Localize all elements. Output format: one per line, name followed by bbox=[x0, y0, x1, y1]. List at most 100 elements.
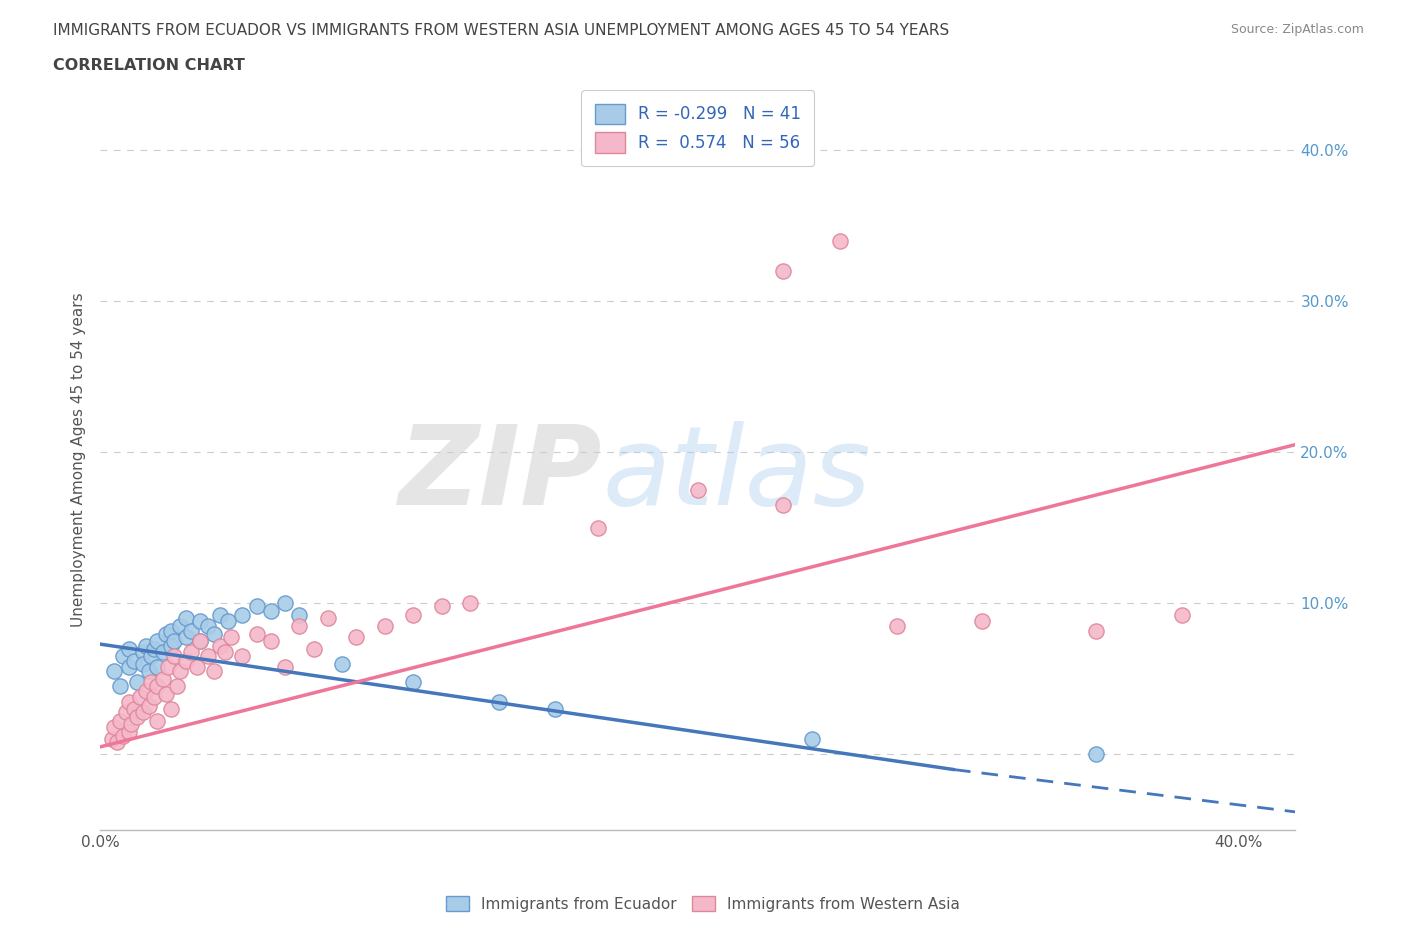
Point bbox=[166, 679, 188, 694]
Point bbox=[402, 674, 425, 689]
Point bbox=[246, 599, 269, 614]
Point bbox=[488, 694, 510, 709]
Point bbox=[160, 623, 183, 638]
Point bbox=[886, 618, 908, 633]
Point bbox=[160, 638, 183, 653]
Point bbox=[117, 659, 139, 674]
Point bbox=[105, 735, 128, 750]
Point bbox=[1085, 623, 1108, 638]
Point bbox=[138, 698, 160, 713]
Point bbox=[169, 664, 191, 679]
Point bbox=[127, 710, 149, 724]
Point bbox=[146, 633, 169, 648]
Point bbox=[772, 263, 794, 278]
Point bbox=[157, 659, 180, 674]
Point bbox=[458, 596, 481, 611]
Point bbox=[155, 626, 177, 641]
Point bbox=[146, 713, 169, 728]
Point bbox=[129, 689, 152, 704]
Point bbox=[120, 717, 142, 732]
Point bbox=[217, 614, 239, 629]
Point bbox=[124, 701, 146, 716]
Point bbox=[1085, 747, 1108, 762]
Point bbox=[274, 659, 297, 674]
Point bbox=[219, 629, 242, 644]
Point bbox=[163, 649, 186, 664]
Point bbox=[135, 638, 157, 653]
Point bbox=[100, 732, 122, 747]
Text: CORRELATION CHART: CORRELATION CHART bbox=[53, 58, 245, 73]
Point bbox=[124, 653, 146, 668]
Point bbox=[103, 664, 125, 679]
Point bbox=[127, 674, 149, 689]
Point bbox=[231, 649, 253, 664]
Point bbox=[186, 659, 208, 674]
Point bbox=[138, 664, 160, 679]
Point bbox=[152, 671, 174, 686]
Text: ZIP: ZIP bbox=[399, 421, 602, 528]
Point bbox=[972, 614, 994, 629]
Text: IMMIGRANTS FROM ECUADOR VS IMMIGRANTS FROM WESTERN ASIA UNEMPLOYMENT AMONG AGES : IMMIGRANTS FROM ECUADOR VS IMMIGRANTS FR… bbox=[53, 23, 949, 38]
Point bbox=[152, 644, 174, 659]
Point bbox=[108, 713, 131, 728]
Point bbox=[160, 701, 183, 716]
Point bbox=[1170, 608, 1192, 623]
Point bbox=[260, 604, 283, 618]
Point bbox=[108, 679, 131, 694]
Point bbox=[103, 720, 125, 735]
Point bbox=[302, 641, 325, 656]
Point bbox=[188, 633, 211, 648]
Point bbox=[174, 629, 197, 644]
Point bbox=[143, 641, 166, 656]
Point bbox=[430, 599, 453, 614]
Point bbox=[202, 664, 225, 679]
Point bbox=[188, 633, 211, 648]
Point bbox=[132, 705, 155, 720]
Point bbox=[180, 623, 202, 638]
Point bbox=[830, 233, 852, 248]
Point bbox=[208, 638, 231, 653]
Point bbox=[330, 657, 353, 671]
Text: Source: ZipAtlas.com: Source: ZipAtlas.com bbox=[1230, 23, 1364, 36]
Point bbox=[800, 732, 823, 747]
Point bbox=[141, 674, 163, 689]
Point bbox=[197, 618, 219, 633]
Point bbox=[246, 626, 269, 641]
Point bbox=[260, 633, 283, 648]
Point bbox=[146, 679, 169, 694]
Point bbox=[141, 649, 163, 664]
Point bbox=[174, 611, 197, 626]
Point bbox=[188, 614, 211, 629]
Point bbox=[288, 618, 311, 633]
Point bbox=[197, 649, 219, 664]
Point bbox=[117, 724, 139, 739]
Point bbox=[117, 694, 139, 709]
Point bbox=[180, 644, 202, 659]
Point bbox=[772, 498, 794, 512]
Point bbox=[231, 608, 253, 623]
Point bbox=[274, 596, 297, 611]
Point bbox=[155, 686, 177, 701]
Y-axis label: Unemployment Among Ages 45 to 54 years: Unemployment Among Ages 45 to 54 years bbox=[72, 292, 86, 627]
Point bbox=[686, 483, 709, 498]
Point bbox=[132, 644, 155, 659]
Point bbox=[316, 611, 339, 626]
Point bbox=[344, 629, 367, 644]
Legend: R = -0.299   N = 41, R =  0.574   N = 56: R = -0.299 N = 41, R = 0.574 N = 56 bbox=[581, 90, 814, 166]
Point bbox=[288, 608, 311, 623]
Point bbox=[146, 659, 169, 674]
Point bbox=[143, 689, 166, 704]
Legend: Immigrants from Ecuador, Immigrants from Western Asia: Immigrants from Ecuador, Immigrants from… bbox=[440, 889, 966, 918]
Point bbox=[544, 701, 567, 716]
Point bbox=[202, 626, 225, 641]
Point bbox=[114, 705, 136, 720]
Point bbox=[135, 684, 157, 698]
Point bbox=[111, 649, 134, 664]
Point bbox=[174, 653, 197, 668]
Point bbox=[214, 644, 236, 659]
Point bbox=[374, 618, 396, 633]
Point bbox=[132, 657, 155, 671]
Point bbox=[208, 608, 231, 623]
Text: atlas: atlas bbox=[602, 421, 870, 528]
Point bbox=[169, 618, 191, 633]
